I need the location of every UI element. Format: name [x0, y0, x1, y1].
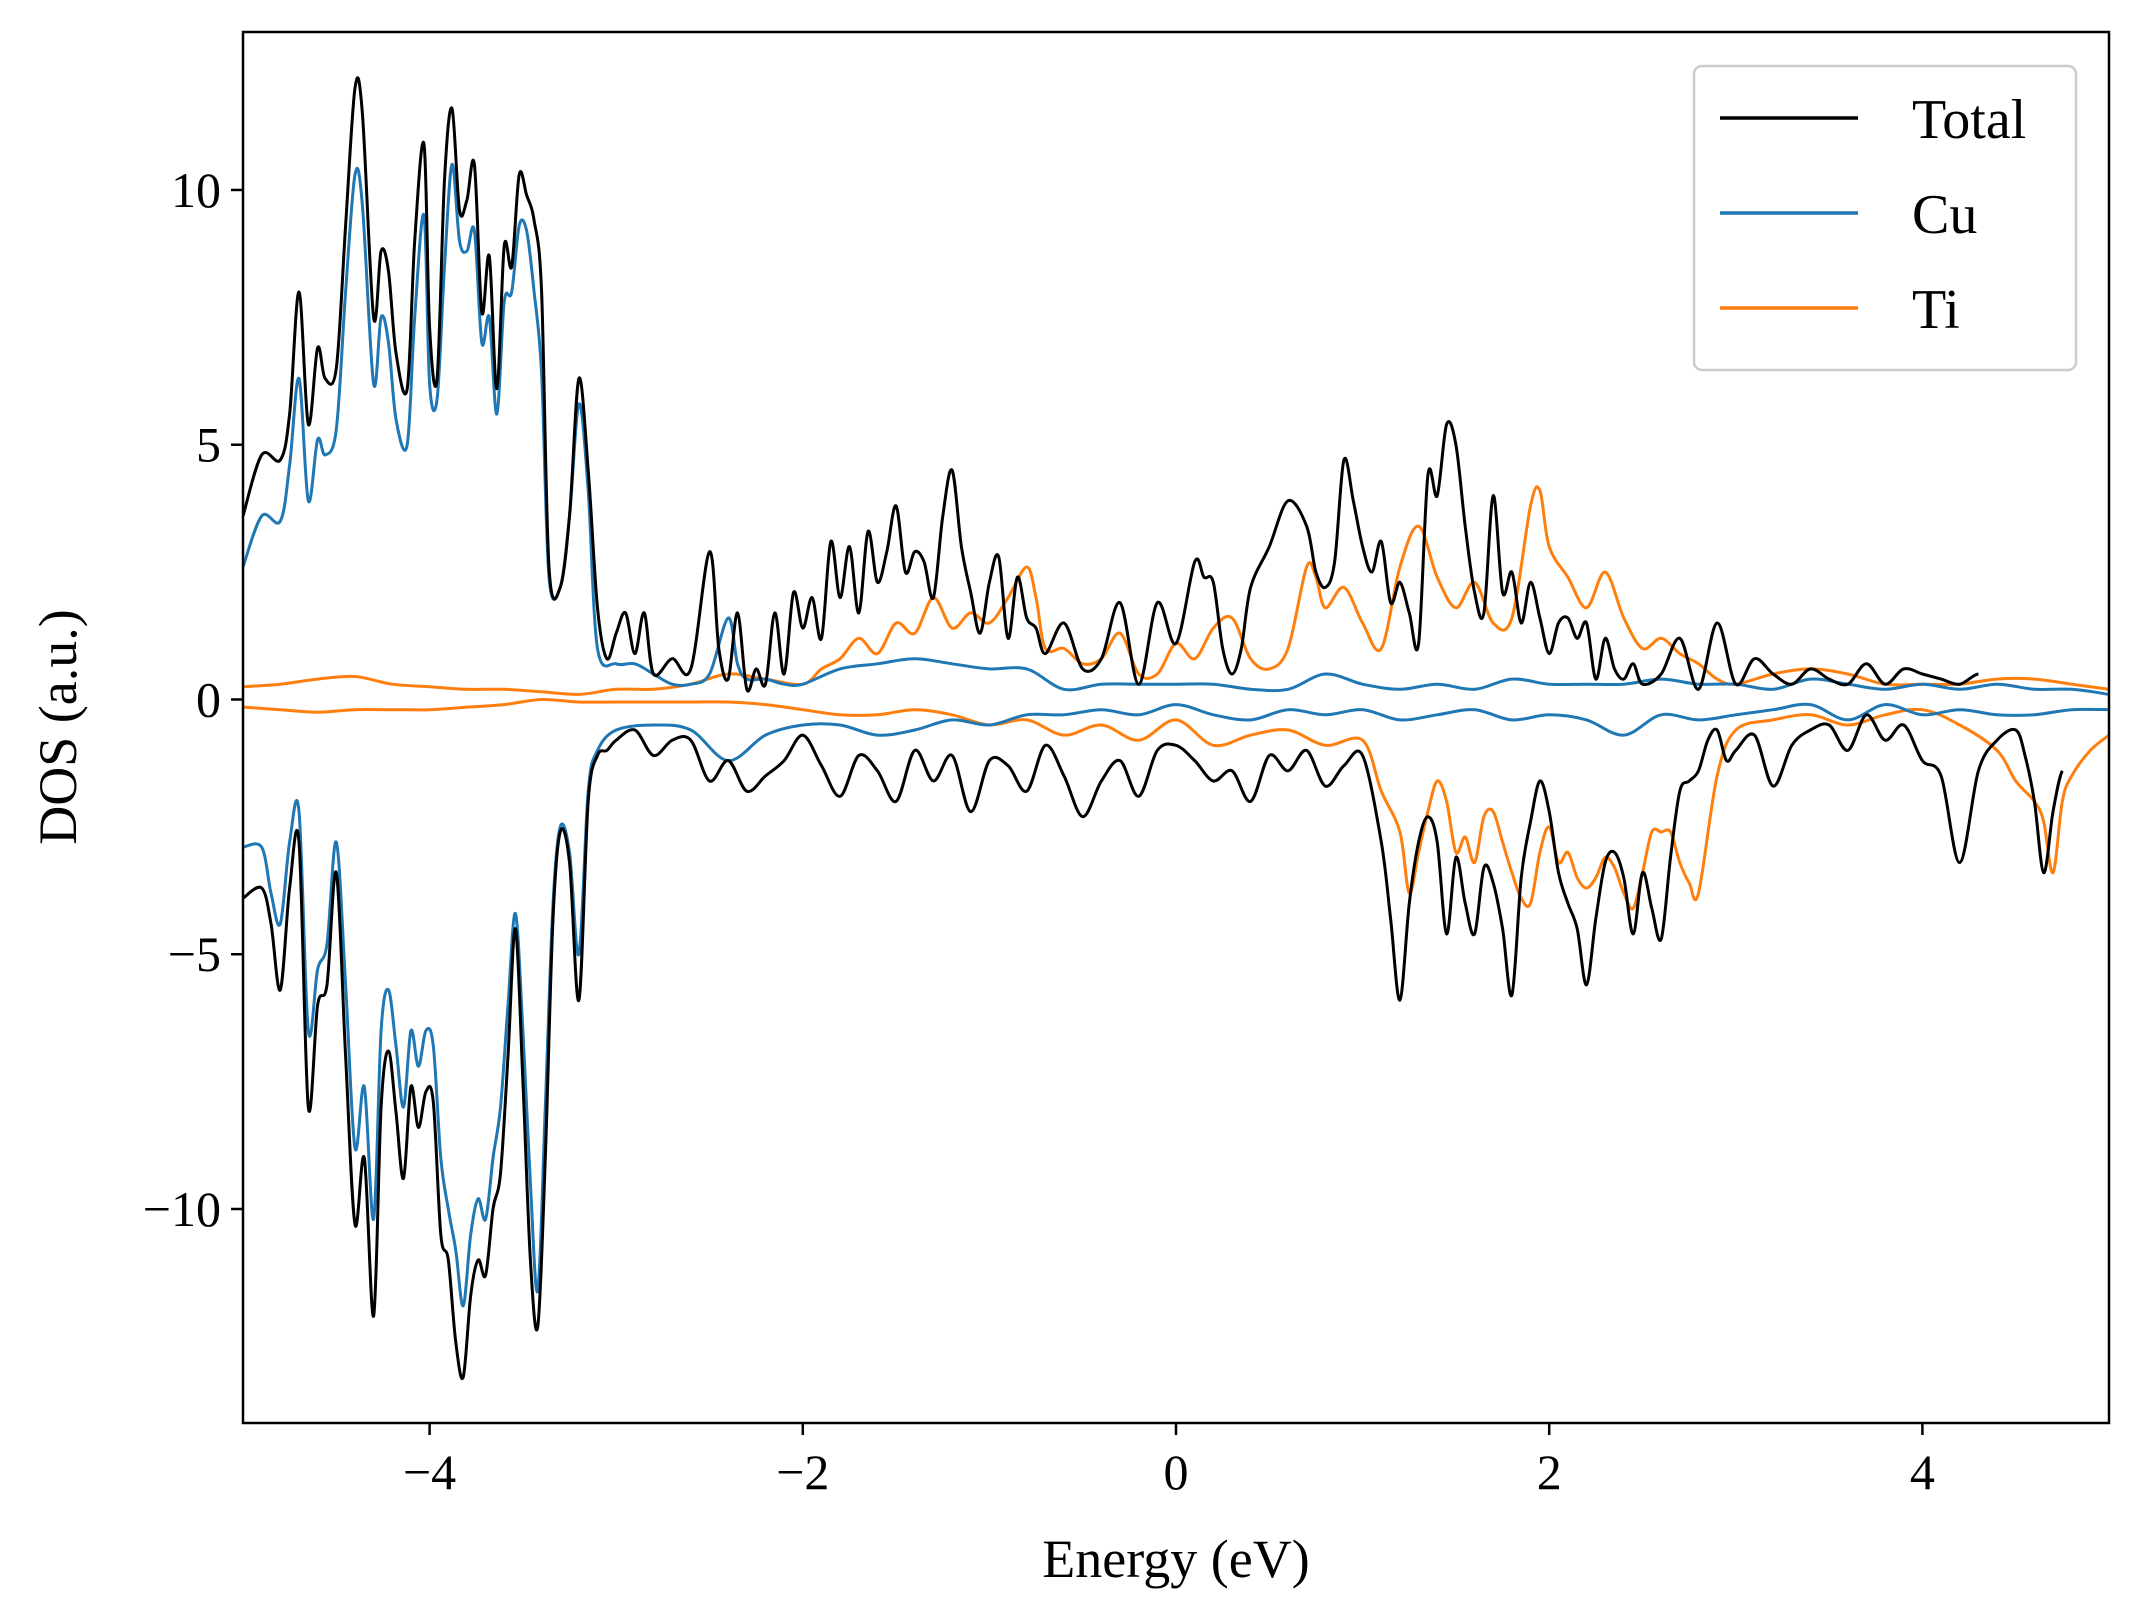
legend-label-cu: Cu: [1912, 184, 1977, 246]
legend-label-total: Total: [1912, 89, 2026, 151]
series-line-ti-spin-down: [243, 697, 2109, 911]
legend-box: [1692, 64, 2078, 372]
series-layer: [243, 76, 2109, 1381]
y-tick-label: 10: [171, 162, 221, 218]
x-tick-label: −2: [776, 1444, 829, 1500]
legend-label-ti: Ti: [1912, 279, 1960, 341]
y-tick-label: −5: [168, 926, 221, 982]
y-tick-label: −10: [143, 1181, 221, 1237]
y-tick-label: 5: [196, 417, 221, 473]
x-axis-label: Energy (eV): [1042, 1529, 1309, 1589]
series-line-cu-spin-up: [243, 162, 2109, 696]
y-axis-label: DOS (a.u.): [28, 609, 88, 844]
series-line-total-spin-up: [243, 76, 1979, 693]
series-line-total-spin-down: [243, 713, 2064, 1381]
series-line-cu-spin-down: [243, 702, 2109, 1308]
x-tick-label: −4: [403, 1444, 456, 1500]
legend: Total Cu Ti: [1692, 64, 2078, 372]
x-tick-label: 2: [1537, 1444, 1562, 1500]
y-tick-label: 0: [196, 671, 221, 727]
ticks-layer: −4 −2 0 2 4 −10 −5 0 5 10: [143, 162, 1935, 1500]
x-tick-label: 4: [1910, 1444, 1935, 1500]
x-tick-label: 0: [1164, 1444, 1189, 1500]
